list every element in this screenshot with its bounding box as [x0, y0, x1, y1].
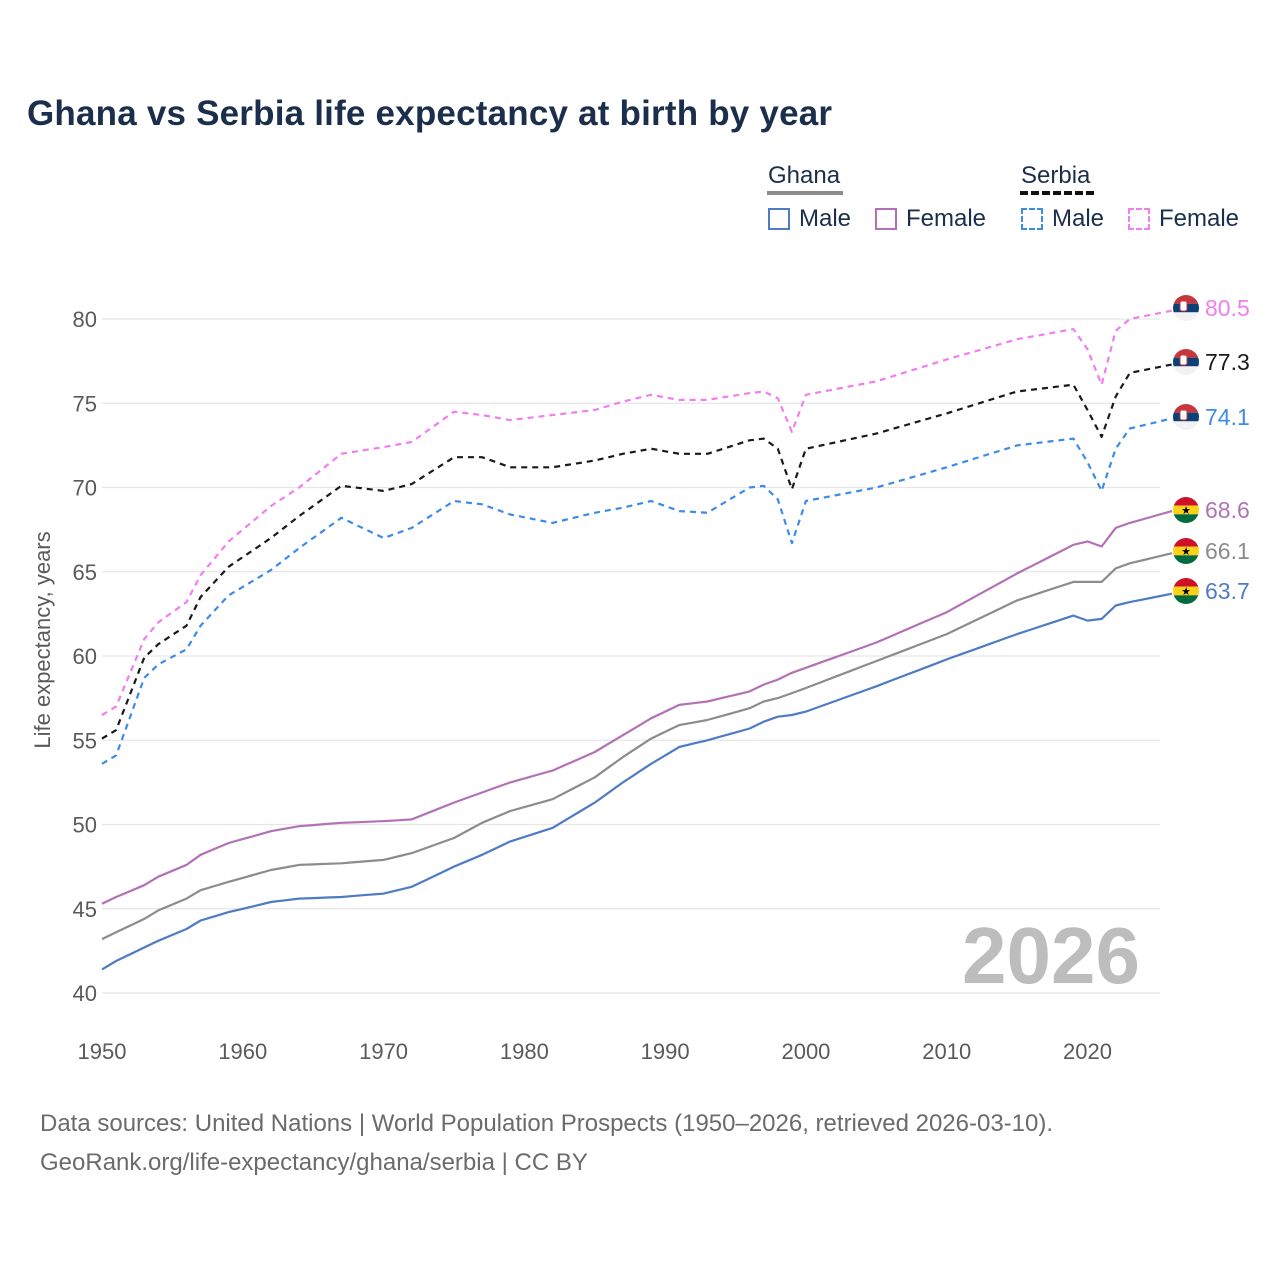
legend-swatch-ghana-female: [875, 208, 897, 230]
y-tick-60: 60: [73, 644, 97, 669]
legend-label-ghana-female: Female: [906, 205, 987, 232]
series-line-ghana-male: [101, 592, 1173, 971]
legend-swatch-serbia-female: [1128, 208, 1150, 230]
end-label-serbia-female: 80.5: [1205, 295, 1250, 321]
flag-ghana: ★: [1173, 497, 1199, 523]
y-tick-75: 75: [73, 391, 97, 416]
x-tick-1990: 1990: [641, 1039, 690, 1064]
end-label-serbia-male: 74.1: [1205, 404, 1250, 430]
end-label-ghana-male: 63.7: [1205, 578, 1250, 604]
line-chart: 40 45 50 55 60 65 70 75 80 1950 1960 1970 1980 1990 2…: [30, 295, 1250, 1064]
legend: Ghana Male Female Serbia Male Female: [0, 0, 1280, 260]
end-label-ghana-female: 68.6: [1205, 497, 1250, 523]
flag-serbia: [1173, 404, 1199, 430]
end-label-serbia-total: 77.3: [1205, 349, 1250, 375]
svg-text:★: ★: [1181, 585, 1191, 598]
series-line-serbia-male: [101, 417, 1173, 765]
legend-label-serbia-male: Male: [1052, 205, 1105, 232]
legend-swatch-ghana-male: [768, 208, 790, 230]
y-axis-label: Life expectancy, years: [30, 531, 55, 748]
y-tick-55: 55: [73, 728, 97, 753]
y-axis-ticks: 40 45 50 55 60 65 70 75 80: [73, 307, 97, 1006]
series-lines: [101, 309, 1173, 971]
flag-ghana: ★: [1173, 578, 1199, 604]
source-line-1: Data sources: United Nations | World Pop…: [40, 1110, 1054, 1137]
x-tick-1970: 1970: [359, 1039, 408, 1064]
series-line-ghana-female: [101, 510, 1173, 905]
x-axis-ticks: 1950 1960 1970 1980 1990 2000 2010 2020: [78, 1039, 1112, 1064]
y-tick-50: 50: [73, 813, 97, 838]
x-tick-2000: 2000: [781, 1039, 830, 1064]
legend-group-serbia: Serbia: [1021, 162, 1090, 190]
y-tick-45: 45: [73, 897, 97, 922]
legend-group-ghana-label: Ghana: [768, 162, 841, 189]
svg-text:★: ★: [1181, 545, 1191, 558]
source-note: Data sources: United Nations | World Pop…: [40, 1104, 1053, 1182]
y-tick-65: 65: [73, 560, 97, 585]
series-line-serbia-female: [101, 309, 1173, 716]
chart-title: Ghana vs Serbia life expectancy at birth…: [27, 94, 833, 133]
grid-lines: [102, 318, 1160, 994]
flag-serbia: [1173, 295, 1199, 321]
legend-group-serbia-label: Serbia: [1021, 162, 1091, 189]
legend-group-ghana: Ghana: [768, 162, 840, 190]
y-tick-70: 70: [73, 476, 97, 501]
series-line-ghana-total: [101, 552, 1173, 941]
x-tick-1980: 1980: [500, 1039, 549, 1064]
flag-serbia: [1173, 349, 1199, 375]
legend-swatch-serbia-male: [1021, 208, 1043, 230]
x-tick-2020: 2020: [1063, 1039, 1112, 1064]
svg-text:★: ★: [1181, 504, 1191, 517]
legend-serbia-line-sample: [1020, 191, 1094, 195]
series-line-serbia-total: [101, 363, 1173, 740]
legend-label-serbia-female: Female: [1159, 205, 1240, 232]
legend-ghana-line-sample: [767, 191, 843, 195]
x-tick-2010: 2010: [922, 1039, 971, 1064]
x-tick-1950: 1950: [78, 1039, 127, 1064]
source-line-2: GeoRank.org/life-expectancy/ghana/serbia…: [40, 1149, 588, 1176]
end-label-ghana-total: 66.1: [1205, 538, 1250, 564]
y-tick-80: 80: [73, 307, 97, 332]
year-watermark: 2026: [962, 911, 1140, 1000]
y-tick-40: 40: [73, 981, 97, 1006]
legend-label-ghana-male: Male: [799, 205, 852, 232]
x-tick-1960: 1960: [218, 1039, 267, 1064]
flag-ghana: ★: [1173, 538, 1199, 564]
end-markers: 80.5 77.3 74.1 ★ 68.6 ★ 66.1 ★ 63.7: [1173, 295, 1250, 604]
